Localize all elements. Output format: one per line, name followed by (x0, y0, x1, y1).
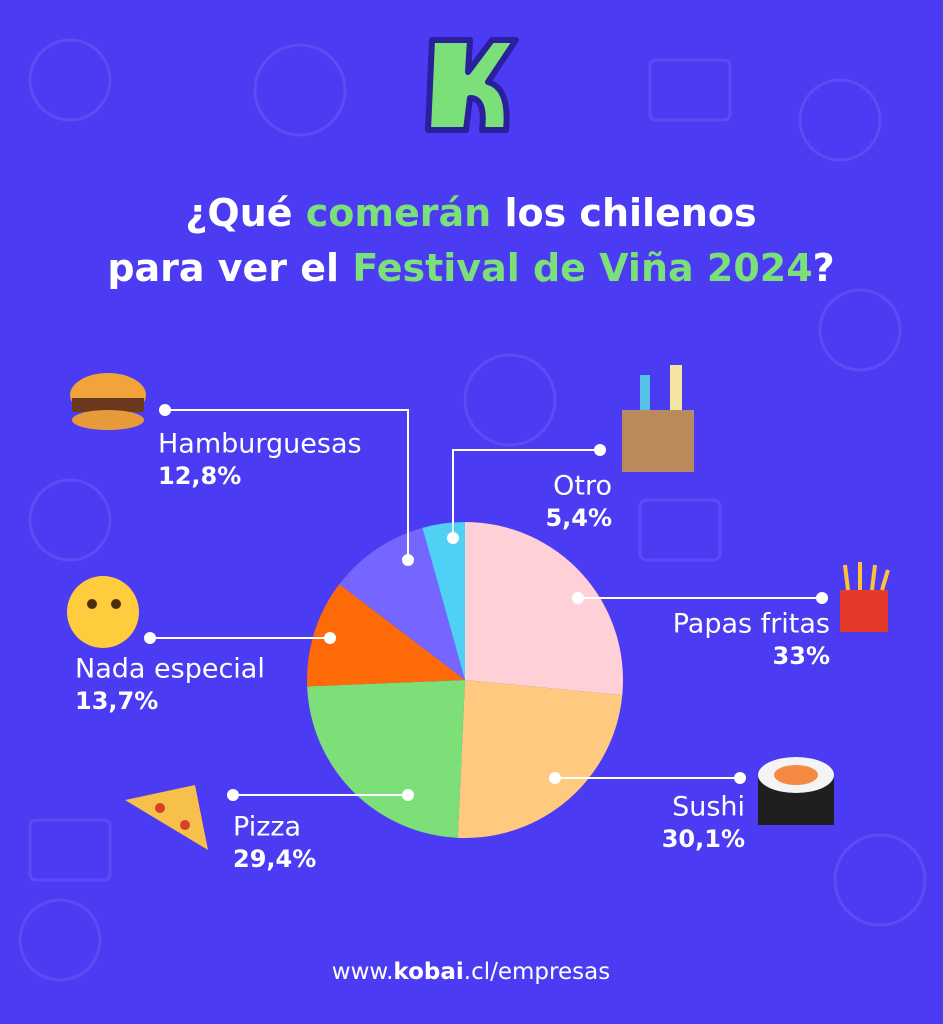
leader-dot (402, 789, 414, 801)
title-part: comerán (306, 191, 491, 235)
footer-part: .cl/empresas (464, 959, 610, 985)
footer-part: kobai (393, 959, 463, 985)
pie-slice (307, 680, 465, 838)
leader-dot (402, 554, 414, 566)
leader-dot (447, 532, 459, 544)
category-label: Hamburguesas (158, 429, 362, 460)
background-pattern (18, 38, 927, 982)
leader-dot (144, 632, 156, 644)
category-label: Otro (553, 471, 612, 502)
leader-line (165, 409, 409, 560)
leader-dot (816, 592, 828, 604)
title-part: Festival de Viña 2024 (352, 246, 812, 290)
value-label: 29,4% (233, 845, 316, 873)
category-label: Papas fritas (673, 609, 830, 640)
title: ¿Qué comerán los chilenos para ver el Fes… (107, 191, 834, 290)
icons (67, 365, 890, 850)
pie-slice (457, 680, 623, 839)
title-part: para ver el (107, 246, 352, 290)
leader-dot (159, 404, 171, 416)
value-label: 30,1% (662, 825, 745, 853)
value-label: 33% (773, 642, 830, 670)
leader-dot (734, 772, 746, 784)
title-part: ¿Qué (185, 191, 305, 235)
category-label: Sushi (672, 792, 745, 823)
pie-slice (465, 522, 623, 696)
footer-text: www.kobai.cl/empresas (332, 959, 610, 985)
footer: www.kobai.cl/empresas (332, 959, 610, 985)
leader-dot (227, 789, 239, 801)
title-part: los chilenos (491, 191, 756, 235)
leader-dot (324, 632, 336, 644)
value-label: 5,4% (545, 504, 612, 532)
footer-part: www. (332, 959, 394, 985)
category-label: Pizza (233, 812, 301, 843)
title-line: ¿Qué comerán los chilenos (185, 191, 756, 235)
pie-slice (307, 584, 465, 687)
value-label: 12,8% (158, 462, 241, 490)
pie-slice (422, 522, 465, 680)
logo (425, 37, 519, 133)
title-line: para ver el Festival de Viña 2024? (107, 246, 834, 290)
leader-dot (594, 444, 606, 456)
title-part: ? (813, 246, 835, 290)
pie-slice (339, 527, 465, 680)
value-label: 13,7% (75, 687, 158, 715)
pie-chart (307, 522, 623, 839)
leader-line (452, 449, 600, 538)
category-label: Nada especial (75, 654, 265, 685)
leader-dot (549, 772, 561, 784)
leader-dot (572, 592, 584, 604)
